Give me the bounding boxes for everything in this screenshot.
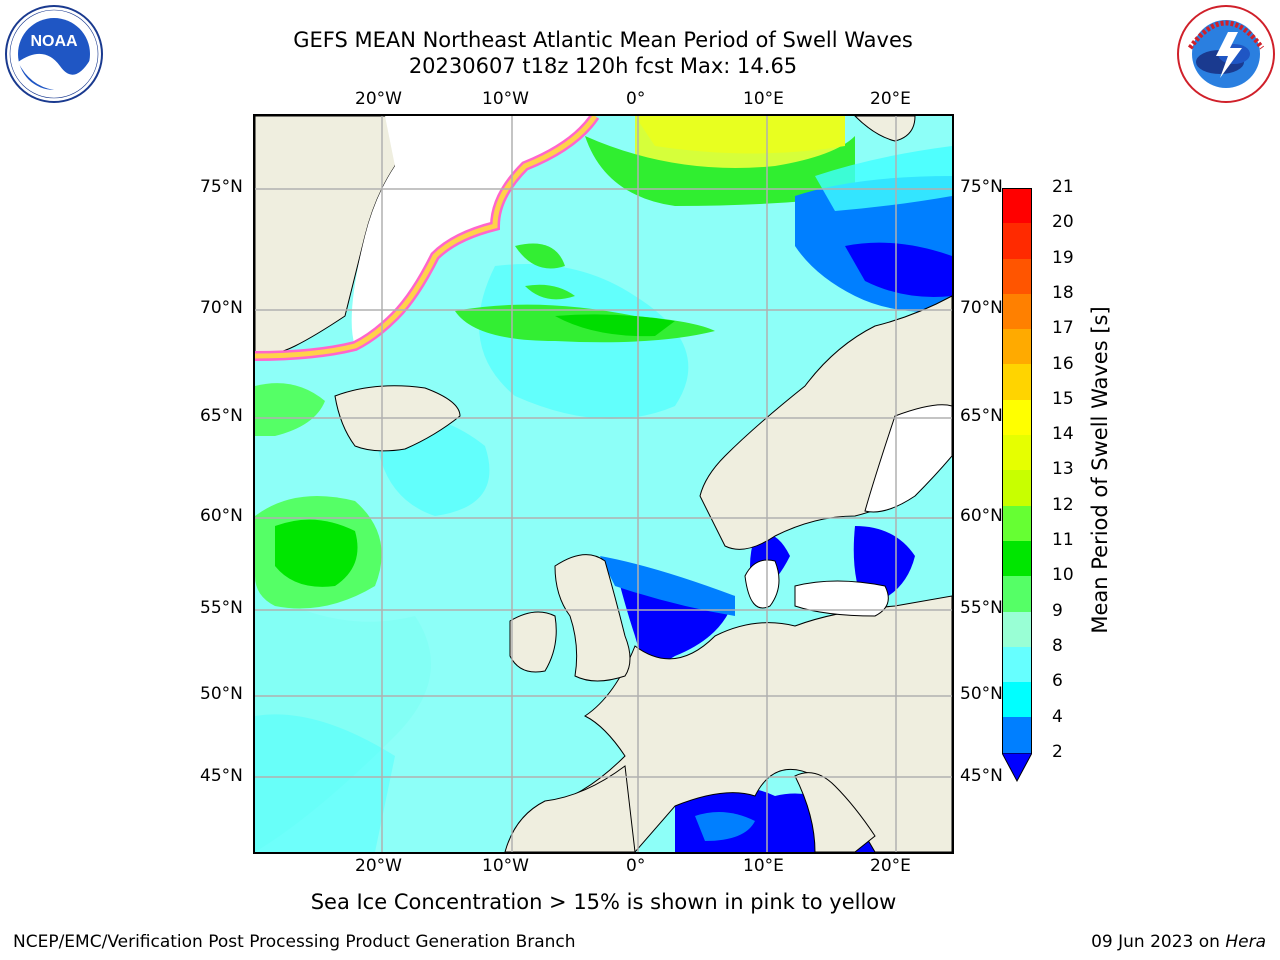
chart-subtitle: 20230607 t18z 120h fcst Max: 14.65 xyxy=(408,54,798,78)
colorbar-segment xyxy=(1002,682,1032,718)
colorbar-extend-arrow xyxy=(1002,752,1032,782)
lat-label-right-65n: 65°N xyxy=(960,406,1003,426)
colorbar-tick-label: 17 xyxy=(1052,318,1074,339)
lat-label-left-65n: 65°N xyxy=(200,406,243,426)
colorbar-tick-label: 14 xyxy=(1052,424,1074,445)
colorbar-segment xyxy=(1002,188,1032,224)
lon-label-top-0: 0° xyxy=(626,89,646,109)
lon-label-bottom-10w: 10°W xyxy=(482,856,529,876)
colorbar-tick-label: 11 xyxy=(1052,530,1074,550)
colorbar-tick-label: 15 xyxy=(1052,388,1074,409)
colorbar-tick-label: 9 xyxy=(1052,600,1063,621)
lat-label-right-75n: 75°N xyxy=(960,177,1003,197)
lat-label-right-60n: 60°N xyxy=(960,506,1003,526)
colorbar-segment xyxy=(1002,576,1032,612)
colorbar-segment xyxy=(1002,258,1032,294)
lon-label-bottom-20w: 20°W xyxy=(355,856,402,876)
lon-label-top-20w: 20°W xyxy=(355,89,402,109)
colorbar-tick-label: 19 xyxy=(1052,247,1074,268)
lon-label-bottom-20e: 20°E xyxy=(870,856,911,876)
colorbar-segment xyxy=(1002,364,1032,400)
lon-label-top-10e: 10°E xyxy=(743,89,784,109)
footer-date: 09 Jun 2023 on xyxy=(1091,932,1220,952)
footer-credit: NCEP/EMC/Verification Post Processing Pr… xyxy=(13,932,576,952)
colorbar-tick-label: 13 xyxy=(1052,459,1074,480)
lon-label-top-20e: 20°E xyxy=(870,89,911,109)
colorbar-segment xyxy=(1002,329,1032,365)
colorbar-title: Mean Period of Swell Waves [s] xyxy=(1088,306,1112,634)
lat-label-right-50n: 50°N xyxy=(960,684,1003,704)
lon-label-bottom-10e: 10°E xyxy=(743,856,784,876)
footer-timestamp: 09 Jun 2023 on Hera xyxy=(1091,932,1266,952)
colorbar-segment xyxy=(1002,399,1032,436)
lat-label-left-45n: 45°N xyxy=(200,766,243,786)
lat-label-left-70n: 70°N xyxy=(200,298,243,318)
noaa-logo-text: NOAA xyxy=(30,33,78,50)
colorbar-segment xyxy=(1002,470,1032,506)
colorbar-tick-label: 12 xyxy=(1052,494,1074,515)
colorbar-tick-label: 21 xyxy=(1052,177,1074,197)
noaa-logo: NOAA xyxy=(4,4,104,104)
colorbar-tick-label: 4 xyxy=(1052,706,1063,727)
colorbar-tick-label: 20 xyxy=(1052,212,1074,233)
lat-label-right-45n: 45°N xyxy=(960,766,1003,786)
lat-label-left-50n: 50°N xyxy=(200,684,243,704)
colorbar-segment xyxy=(1002,505,1032,541)
chart-title: GEFS MEAN Northeast Atlantic Mean Period… xyxy=(293,28,913,52)
lon-label-bottom-0: 0° xyxy=(626,856,646,876)
map-panel xyxy=(253,114,954,854)
colorbar-segment xyxy=(1002,293,1032,330)
colorbar-segment xyxy=(1002,717,1032,753)
lon-label-top-10w: 10°W xyxy=(482,89,529,109)
colorbar-tick-label: 6 xyxy=(1052,671,1063,692)
lat-label-right-55n: 55°N xyxy=(960,598,1003,618)
lat-label-left-60n: 60°N xyxy=(200,506,243,526)
colorbar-segment xyxy=(1002,611,1032,647)
footer-machine: Hera xyxy=(1225,932,1266,952)
lat-label-right-70n: 70°N xyxy=(960,298,1003,318)
colorbar-tick-label: 2 xyxy=(1052,741,1063,762)
colorbar-tick-label: 16 xyxy=(1052,353,1074,374)
colorbar xyxy=(1002,188,1032,783)
lat-label-left-55n: 55°N xyxy=(200,598,243,618)
sea-ice-footnote: Sea Ice Concentration > 15% is shown in … xyxy=(310,890,897,914)
lat-label-left-75n: 75°N xyxy=(200,177,243,197)
colorbar-tick-label: 18 xyxy=(1052,282,1074,303)
nws-logo xyxy=(1176,4,1276,104)
colorbar-segment xyxy=(1002,223,1032,259)
colorbar-tick-label: 8 xyxy=(1052,635,1063,656)
colorbar-segment xyxy=(1002,435,1032,471)
swell-period-map xyxy=(255,116,952,852)
colorbar-segment xyxy=(1002,646,1032,683)
colorbar-tick-label: 10 xyxy=(1052,565,1074,586)
colorbar-segment xyxy=(1002,540,1032,577)
